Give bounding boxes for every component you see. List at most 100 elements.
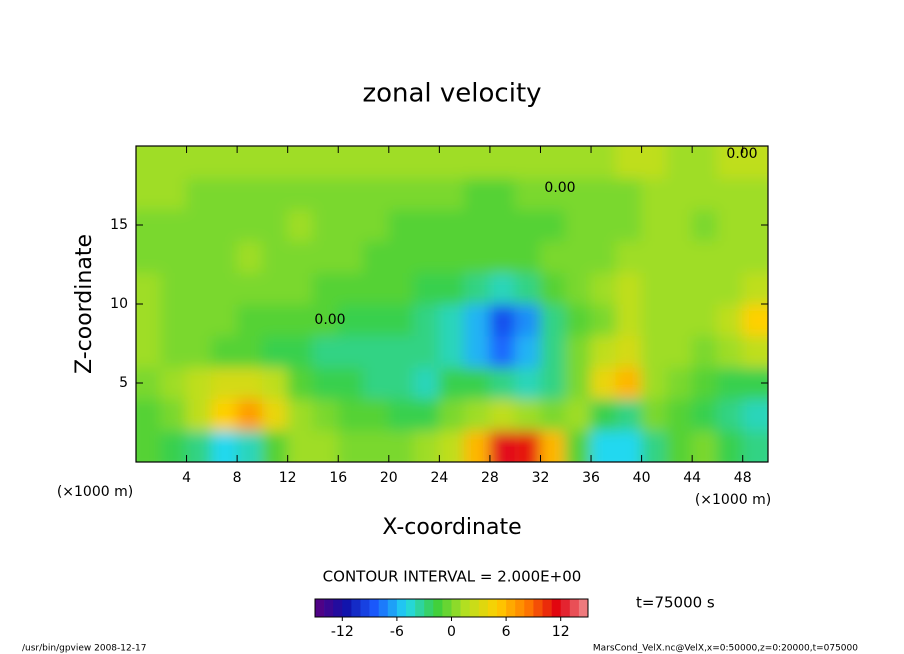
field-cell <box>615 208 643 242</box>
field-cell <box>590 398 617 431</box>
field-cell <box>413 335 440 368</box>
field-cell <box>287 177 314 210</box>
colorbar-tick-label: 12 <box>552 624 570 640</box>
field-cell <box>287 429 314 462</box>
field-cell <box>464 335 491 368</box>
field-cell <box>742 177 768 210</box>
field-cell <box>514 398 541 431</box>
field-cell <box>590 366 617 400</box>
field-cell <box>666 429 693 462</box>
field-cell <box>666 398 693 431</box>
field-cell <box>438 335 466 368</box>
field-cell <box>438 366 466 400</box>
field-cell <box>186 208 213 242</box>
field-cell <box>287 240 314 273</box>
colorbar-box <box>406 599 416 617</box>
field-cell <box>691 335 718 368</box>
field-cell <box>641 366 668 400</box>
field-cell <box>363 177 390 210</box>
field-cell <box>464 303 491 337</box>
colorbar-box <box>369 599 379 617</box>
field-cell <box>464 240 491 273</box>
colorbar-box <box>469 599 480 617</box>
field-cell <box>160 335 188 368</box>
field-cell <box>691 366 718 400</box>
field-cell <box>312 271 339 305</box>
field-cell <box>186 177 213 210</box>
colorbar-box <box>396 599 407 617</box>
field-cell <box>388 240 415 273</box>
field-cell <box>641 398 668 431</box>
field-cell <box>742 146 768 179</box>
colorbar-box <box>360 599 370 617</box>
field-cell <box>565 366 592 400</box>
colorbar-box <box>524 599 534 617</box>
colorbar-box <box>433 599 443 617</box>
field-cell <box>413 240 440 273</box>
field-cell <box>565 271 592 305</box>
field-cell <box>615 146 643 179</box>
field-cell <box>742 271 768 305</box>
field-cell <box>337 398 365 431</box>
field-cell <box>186 398 213 431</box>
field-cell <box>590 303 617 337</box>
field-cell <box>539 177 567 210</box>
field-cell <box>312 303 339 337</box>
field-cell <box>590 271 617 305</box>
colorbar-box <box>442 599 452 617</box>
field-cell <box>590 146 617 179</box>
colorbar-box <box>424 599 434 617</box>
field-cell <box>363 366 390 400</box>
field-cell <box>590 240 617 273</box>
field-cell <box>136 429 163 462</box>
y-axis-label: Z-coordinate <box>72 234 97 374</box>
field-cell <box>666 146 693 179</box>
field-cell <box>691 240 718 273</box>
field-cell <box>539 240 567 273</box>
field-cell <box>211 303 238 337</box>
field-cell <box>641 429 668 462</box>
field-cell <box>186 366 213 400</box>
field-cell <box>261 398 289 431</box>
x-tick-label: 40 <box>633 470 651 486</box>
field-cell <box>261 429 289 462</box>
field-cell <box>287 398 314 431</box>
field-cell <box>186 146 213 179</box>
field-cell <box>363 208 390 242</box>
colorbar-box <box>324 599 334 617</box>
field-cell <box>716 271 744 305</box>
field-cell <box>641 177 668 210</box>
field-cell <box>363 303 390 337</box>
field-cell <box>136 240 163 273</box>
field-cell <box>489 177 516 210</box>
field-cell <box>641 146 668 179</box>
colorbar-box <box>578 599 589 617</box>
field-cell <box>211 208 238 242</box>
field-cell <box>160 303 188 337</box>
field-cell <box>641 271 668 305</box>
field-cell <box>236 303 263 337</box>
field-cell <box>312 177 339 210</box>
field-cell <box>590 429 617 462</box>
field-cell <box>413 398 440 431</box>
field-cell <box>691 303 718 337</box>
field-cell <box>590 208 617 242</box>
x-tick-label: 16 <box>329 470 347 486</box>
field-cell <box>539 429 567 462</box>
time-label: t=75000 s <box>636 594 715 612</box>
field-cell <box>363 398 390 431</box>
field-cell <box>464 177 491 210</box>
field-cell <box>211 398 238 431</box>
field-cell <box>514 366 541 400</box>
colorbar-box <box>506 599 516 617</box>
colorbar-box <box>387 599 398 617</box>
y-tick-label: 15 <box>110 217 128 233</box>
field-cell <box>160 208 188 242</box>
field-cell <box>615 303 643 337</box>
field-cell <box>438 146 466 179</box>
field-cell <box>615 366 643 400</box>
field-cell <box>691 208 718 242</box>
footer-left: /usr/bin/gpview 2008-12-17 <box>22 644 146 654</box>
field-cell <box>666 303 693 337</box>
colorbar-tick-label: -6 <box>390 624 404 640</box>
